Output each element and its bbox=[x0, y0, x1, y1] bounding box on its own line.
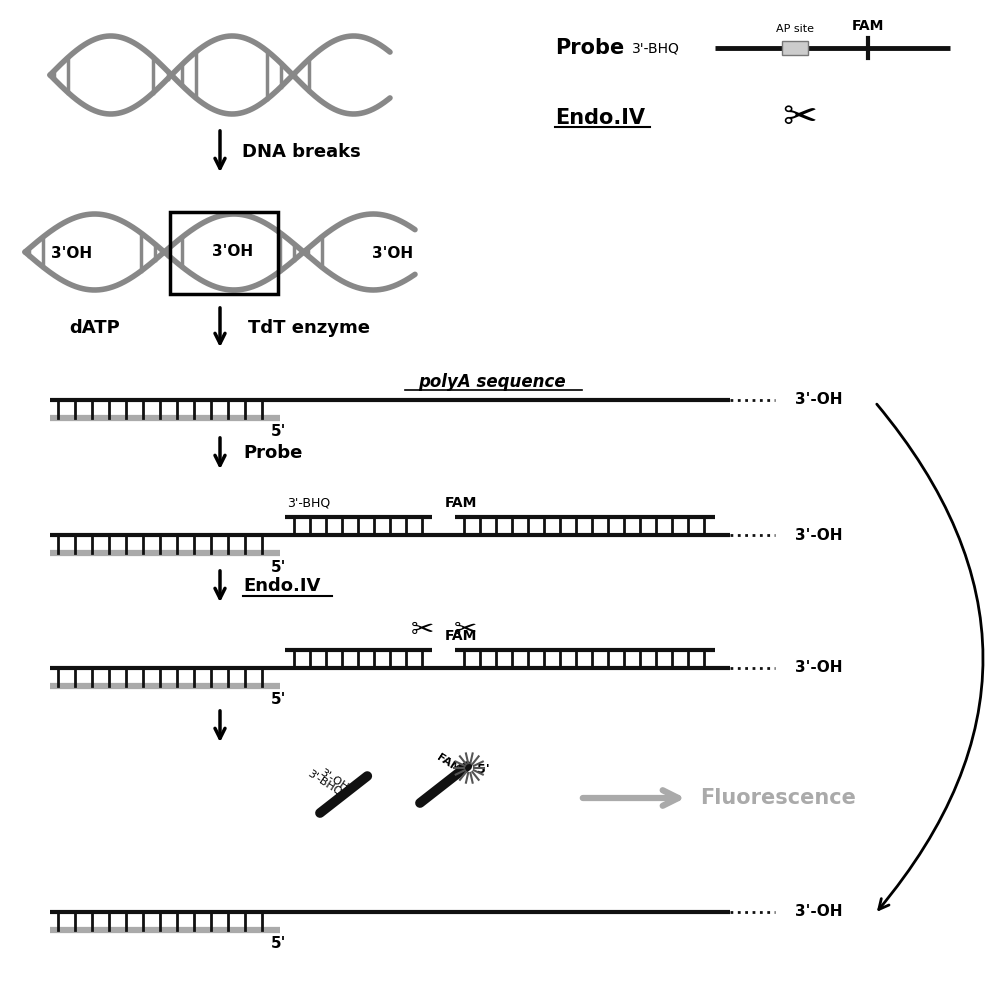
Text: 5': 5' bbox=[271, 560, 286, 574]
Text: FAM: FAM bbox=[852, 19, 884, 33]
Text: 5': 5' bbox=[271, 424, 286, 440]
Text: FAM: FAM bbox=[445, 629, 477, 643]
Text: 3'-BHQ: 3'-BHQ bbox=[306, 769, 344, 798]
Text: dATP: dATP bbox=[69, 319, 121, 337]
Text: 5': 5' bbox=[271, 692, 286, 708]
Text: 3'OH: 3'OH bbox=[51, 246, 93, 261]
Text: 3'-OH: 3'-OH bbox=[795, 392, 843, 408]
Text: 3'-OH: 3'-OH bbox=[795, 660, 843, 676]
Text: ✂: ✂ bbox=[410, 616, 434, 644]
Text: 3'-BHQ: 3'-BHQ bbox=[632, 41, 680, 55]
Text: DNA breaks: DNA breaks bbox=[242, 143, 361, 161]
Text: 5': 5' bbox=[477, 763, 490, 776]
Bar bbox=[782, 41, 808, 55]
Text: Probe: Probe bbox=[243, 444, 302, 462]
Text: Endo.IV: Endo.IV bbox=[555, 108, 645, 128]
Text: 5': 5' bbox=[271, 936, 286, 952]
Text: 3'OH: 3'OH bbox=[372, 246, 414, 261]
Text: FAM: FAM bbox=[445, 496, 477, 510]
Text: TdT enzyme: TdT enzyme bbox=[248, 319, 370, 337]
Text: AP site: AP site bbox=[776, 24, 814, 34]
Text: polyA sequence: polyA sequence bbox=[418, 373, 566, 391]
Text: 3'-OH: 3'-OH bbox=[795, 528, 843, 542]
Text: Fluorescence: Fluorescence bbox=[700, 788, 856, 808]
Text: Endo.IV: Endo.IV bbox=[243, 577, 320, 595]
Text: Probe: Probe bbox=[555, 38, 624, 58]
Bar bbox=[170, 212, 278, 294]
FancyArrowPatch shape bbox=[876, 404, 983, 909]
Text: 3'-OH: 3'-OH bbox=[795, 904, 843, 920]
Text: ✂: ✂ bbox=[782, 97, 817, 139]
Text: 3'OH: 3'OH bbox=[212, 243, 253, 258]
Text: 3'-BHQ: 3'-BHQ bbox=[287, 496, 330, 510]
Text: 3'-OH: 3'-OH bbox=[318, 767, 350, 793]
Text: FAM: FAM bbox=[435, 753, 462, 775]
Text: ✂: ✂ bbox=[453, 616, 476, 644]
